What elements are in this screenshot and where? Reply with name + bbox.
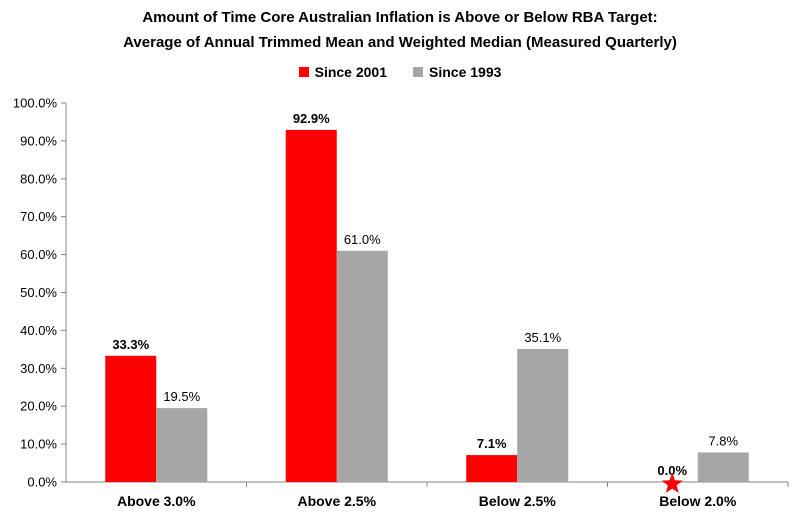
y-tick-label: 20.0%	[20, 399, 57, 414]
legend-label-since-1993: Since 1993	[429, 64, 502, 80]
y-tick-label: 40.0%	[20, 323, 57, 338]
legend-swatch-since-2001	[298, 67, 309, 77]
bar-since-2001-above-2-5	[285, 129, 337, 482]
bar-since-1993-below-2-0	[697, 452, 749, 482]
x-tick-label: Above 3.0%	[117, 493, 196, 509]
bar-since-1993-above-2-5	[336, 250, 388, 482]
y-tick-label: 90.0%	[20, 133, 57, 148]
legend-item-since-2001: Since 2001	[298, 64, 387, 80]
legend: Since 2001 Since 1993	[0, 64, 800, 80]
data-label-since-2001-above-3-0: 33.3%	[112, 337, 149, 352]
y-tick-label: 80.0%	[20, 171, 57, 186]
y-tick-label: 50.0%	[20, 285, 57, 300]
bar-since-2001-below-2-5	[466, 455, 518, 482]
bar-since-1993-below-2-5	[517, 348, 569, 482]
chart-title: Amount of Time Core Australian Inflation…	[142, 9, 658, 26]
legend-item-since-1993: Since 1993	[413, 64, 501, 80]
data-label-since-2001-below-2-0: 0.0%	[657, 463, 687, 478]
chart-subtitle: Average of Annual Trimmed Mean and Weigh…	[123, 34, 677, 51]
data-label-since-1993-below-2-5: 35.1%	[524, 330, 561, 345]
y-tick-label: 100.0%	[13, 96, 58, 111]
data-label-since-2001-above-2-5: 92.9%	[293, 111, 330, 126]
x-tick-label: Above 2.5%	[297, 493, 376, 509]
x-tick-label: Below 2.0%	[659, 493, 737, 509]
y-tick-label: 70.0%	[20, 209, 57, 224]
y-tick-label: 10.0%	[20, 437, 57, 452]
data-label-since-1993-above-3-0: 19.5%	[163, 389, 200, 404]
star-icon	[661, 473, 683, 493]
y-tick-label: 60.0%	[20, 247, 57, 262]
y-tick-label: 30.0%	[20, 361, 57, 376]
legend-swatch-since-1993	[413, 67, 423, 77]
data-label-since-2001-below-2-5: 7.1%	[477, 436, 507, 451]
legend-label-since-2001: Since 2001	[314, 64, 387, 80]
data-label-since-1993-below-2-0: 7.8%	[708, 433, 738, 448]
y-tick-label: 0.0%	[27, 475, 57, 490]
bar-since-2001-above-3-0	[105, 355, 157, 482]
data-label-since-1993-above-2-5: 61.0%	[344, 232, 381, 247]
bar-since-1993-above-3-0	[156, 408, 208, 482]
x-tick-label: Below 2.5%	[479, 493, 557, 509]
